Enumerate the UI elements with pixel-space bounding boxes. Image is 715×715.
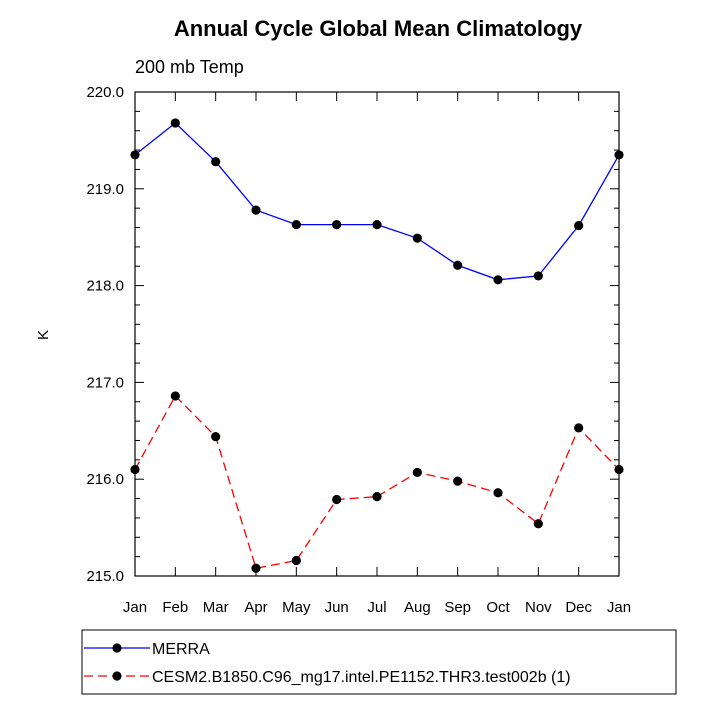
series-1-point bbox=[130, 464, 140, 475]
series-1-point bbox=[332, 494, 342, 505]
series-0-point bbox=[291, 220, 301, 230]
series-1-point bbox=[251, 563, 261, 573]
series-0-point bbox=[130, 150, 140, 160]
legend-box bbox=[81, 629, 677, 695]
x-tick-label: Sep bbox=[444, 599, 471, 616]
legend-marker-0 bbox=[112, 643, 122, 653]
legend-label-1: CESM2.B1850.C96_mg17.intel.PE1152.THR3.t… bbox=[152, 669, 571, 686]
y-tick-label: 217.0 bbox=[86, 374, 124, 391]
series-1-point bbox=[291, 555, 301, 566]
y-axis-label: K bbox=[35, 330, 52, 340]
series-0-point bbox=[332, 220, 342, 230]
y-tick-label: 218.0 bbox=[86, 278, 124, 295]
series-1-point bbox=[533, 519, 543, 529]
series-1-point bbox=[211, 432, 221, 442]
series-0-point bbox=[170, 118, 180, 128]
series-line-0 bbox=[134, 122, 620, 281]
series-0-point bbox=[211, 157, 221, 167]
x-tick-label: Mar bbox=[203, 599, 229, 616]
chart-subtitle: 200 mb Temp bbox=[135, 57, 244, 77]
series-1-point bbox=[493, 488, 503, 498]
x-tick-label: Jun bbox=[325, 599, 349, 616]
series-1-point bbox=[170, 391, 180, 401]
series-0-point bbox=[493, 275, 503, 285]
x-tick-label: Jan bbox=[123, 599, 147, 616]
series-layer bbox=[130, 118, 624, 573]
series-0-point bbox=[533, 271, 543, 281]
legend-label-0: MERRA bbox=[152, 641, 210, 658]
x-tick-label: Apr bbox=[244, 599, 267, 616]
x-axis: Jan Feb Mar Apr May Jun Jul Aug Sep Oct Nov Dec Jan bbox=[123, 92, 631, 616]
series-line-1 bbox=[134, 394, 620, 570]
series-0-point bbox=[614, 150, 624, 160]
x-tick-label: Aug bbox=[404, 599, 431, 616]
series-1-point bbox=[614, 464, 624, 475]
series-0-point bbox=[574, 220, 584, 231]
legend-marker-1 bbox=[112, 671, 122, 681]
x-tick-label: Jan bbox=[607, 599, 631, 616]
chart-title: Annual Cycle Global Mean Climatology bbox=[174, 16, 583, 41]
x-tick-label: Feb bbox=[162, 599, 188, 616]
x-tick-label: Dec bbox=[565, 599, 592, 616]
series-1-point bbox=[574, 423, 584, 433]
series-1-point bbox=[372, 492, 382, 502]
y-tick-label: 219.0 bbox=[86, 181, 124, 198]
series-1-point bbox=[412, 467, 422, 478]
y-tick-label: 220.0 bbox=[86, 84, 124, 101]
x-tick-label: May bbox=[282, 599, 311, 616]
legend: MERRA CESM2.B1850.C96_mg17.intel.PE1152.T… bbox=[81, 629, 677, 695]
y-tick-label: 215.0 bbox=[86, 568, 124, 585]
series-0-point bbox=[453, 260, 463, 270]
x-tick-label: Oct bbox=[486, 599, 510, 616]
series-0-point bbox=[372, 220, 382, 230]
series-0-point bbox=[412, 233, 422, 243]
x-tick-label: Jul bbox=[367, 599, 386, 616]
x-tick-label: Nov bbox=[525, 599, 552, 616]
y-axis: 215.0 216.0 217.0 218.0 219.0 220.0 bbox=[86, 84, 619, 585]
series-0-point bbox=[251, 205, 261, 215]
series-1-point bbox=[453, 476, 463, 486]
y-tick-label: 216.0 bbox=[86, 471, 124, 488]
